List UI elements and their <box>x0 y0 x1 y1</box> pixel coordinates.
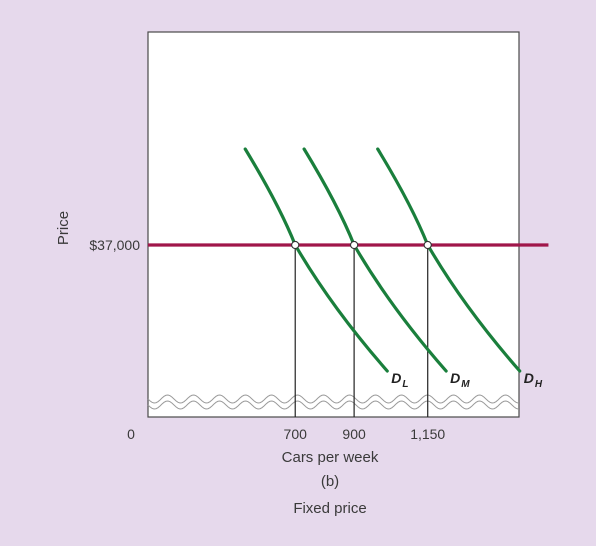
axis-break <box>147 394 519 410</box>
caption: Fixed price <box>293 500 366 517</box>
equilibrium-points <box>291 240 432 250</box>
y-axis-label: Price <box>55 211 72 245</box>
axis-break-line-upper <box>147 394 519 404</box>
plot-area <box>147 31 520 418</box>
x-axis-label: Cars per week <box>282 449 379 466</box>
panel-label: (b) <box>321 473 339 490</box>
equilibrium-point <box>423 240 432 250</box>
curve-label-subscript: L <box>402 379 408 390</box>
curve-label-subscript: M <box>461 379 470 390</box>
equilibrium-point <box>291 240 300 250</box>
origin-label: 0 <box>127 426 135 442</box>
equilibrium-point <box>349 240 359 250</box>
curve-label-subscript: H <box>535 379 543 390</box>
x-tick-label: 1,150 <box>410 426 445 442</box>
y-tick-label: $37,000 <box>89 237 140 253</box>
x-tick-label: 900 <box>342 426 366 442</box>
axis-break-line-lower <box>147 400 519 410</box>
curve-label-h: DH <box>524 370 543 390</box>
x-tick-label: 700 <box>284 426 308 442</box>
tick-labels: 700 900 1,150 $37,000 <box>89 237 445 442</box>
